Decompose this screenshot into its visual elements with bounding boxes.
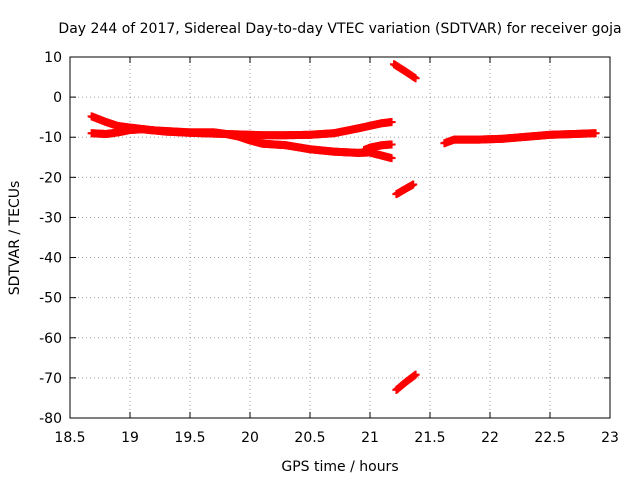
data-point	[411, 74, 420, 83]
y-tick-label: -80	[39, 411, 62, 427]
x-tick-label: 21.5	[414, 430, 445, 446]
x-tick-label: 20.5	[294, 430, 325, 446]
chart-title: Day 244 of 2017, Sidereal Day-to-day VTE…	[58, 21, 621, 37]
series-track-e	[392, 180, 418, 199]
y-tick-label: 0	[53, 90, 62, 106]
series-track-g	[440, 129, 600, 148]
series-track-c	[360, 140, 396, 155]
x-tick-label: 19	[121, 430, 139, 446]
y-tick-label: 10	[44, 50, 62, 66]
y-tick-label: -70	[39, 371, 62, 387]
plot-frame	[69, 56, 611, 419]
x-tick-label: 23	[601, 430, 619, 446]
data-point	[591, 129, 600, 138]
data-point	[411, 370, 420, 379]
y-tick-label: -40	[39, 251, 62, 267]
x-tick-label: 21	[361, 430, 379, 446]
series-track-d	[390, 60, 420, 83]
grid-lines	[70, 57, 610, 418]
x-tick-label: 19.5	[174, 430, 205, 446]
data-point	[387, 140, 396, 149]
data-points	[87, 60, 600, 394]
axis-ticks	[69, 56, 611, 419]
x-tick-label: 20	[241, 430, 259, 446]
y-tick-label: -10	[39, 130, 62, 146]
x-tick-labels: 18.5 19 19.5 20 20.5 21 21.5 22 22.5 23	[54, 430, 619, 446]
data-point	[387, 154, 396, 163]
series-track-f	[392, 370, 420, 394]
data-point	[409, 180, 418, 189]
y-tick-label: -30	[39, 210, 62, 226]
x-tick-label: 22	[481, 430, 499, 446]
x-tick-label: 18.5	[54, 430, 85, 446]
y-axis-label: SDTVAR / TECUs	[7, 181, 23, 296]
y-tick-label: -60	[39, 331, 62, 347]
y-tick-label: -50	[39, 291, 62, 307]
x-tick-label: 22.5	[534, 430, 565, 446]
data-point	[387, 117, 396, 126]
y-tick-label: -20	[39, 170, 62, 186]
x-axis-label: GPS time / hours	[281, 459, 398, 475]
y-tick-labels: 10 0 -10 -20 -30 -40 -50 -60 -70 -80	[39, 50, 62, 427]
series-track-b	[87, 112, 396, 163]
